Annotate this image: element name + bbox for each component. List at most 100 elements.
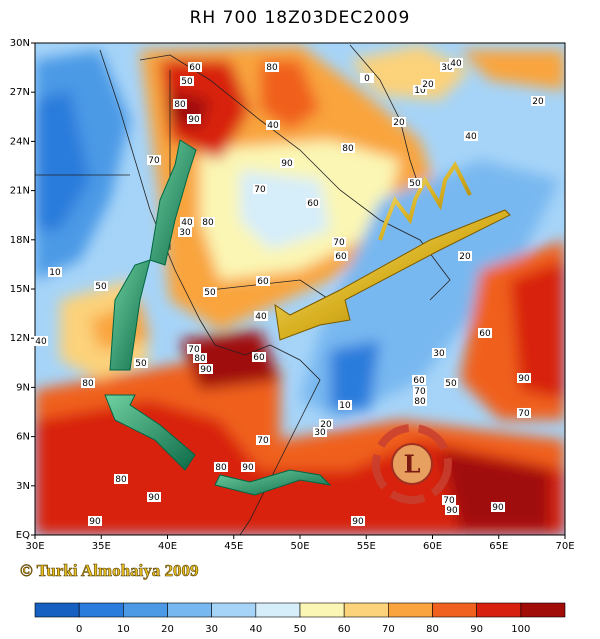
colorbar-tick-label: 10 [117,624,130,635]
contour-label: 80 [115,475,127,485]
colorbar-swatch [255,602,301,618]
contour-label-box [180,76,194,86]
contour-label-box [440,62,454,72]
contour-label-box [413,386,427,396]
contour-label-box [241,462,255,472]
contour-label: 80 [215,463,227,473]
rh-field [35,43,565,535]
low-label: L [404,450,421,479]
contour-label-box [338,400,352,410]
contour-label: 50 [135,359,147,369]
contour-label: 80 [202,218,214,228]
contour-label-box [187,114,201,124]
contour-label: 40 [255,312,267,322]
colorbar-tick-label: 90 [470,624,483,635]
contour-label-box [147,492,161,502]
colorbar-swatch [34,602,80,618]
contour-label: 50 [204,288,216,298]
contour-label: 80 [414,397,426,407]
contour-label-box [114,474,128,484]
lon-tick-label: 45E [224,541,243,552]
contour-label-box [334,251,348,261]
contour-label: 40 [181,218,193,228]
contour-label: 0 [364,74,370,84]
contour-label: 90 [200,365,212,375]
contour-label-box [193,353,207,363]
contour-label-box [478,328,492,338]
contour-label-box [252,352,266,362]
lon-tick-label: 30E [25,541,44,552]
contour-label: 40 [450,59,462,69]
map-title: RH 700 18Z03DEC2009 [190,8,411,28]
contour-label: 60 [257,277,269,287]
contour-label-box [201,217,215,227]
contour-label-box [444,378,458,388]
contour-label: 30 [179,228,191,238]
contour-label-box [178,227,192,237]
contour-label-box [253,184,267,194]
contour-label-box [491,502,505,512]
lon-tick-label: 55E [357,541,376,552]
lat-tick-label: 21N [10,186,30,197]
contour-label-box [351,516,365,526]
lat-tick-label: 30N [10,38,30,49]
contour-label-box [413,396,427,406]
colorbar-tick-label: 20 [161,624,174,635]
contour-label-box [147,155,161,165]
colorbar-tick-label: 60 [338,624,351,635]
contour-label: 80 [194,354,206,364]
contour-label-box [412,375,426,385]
contour-label: 90 [518,374,530,384]
contour-label-box [280,158,294,168]
contour-label: 80 [342,144,354,154]
contour-label: 50 [409,179,421,189]
lon-tick-label: 50E [290,541,309,552]
contour-label-box [48,267,62,277]
contour-label: 70 [148,156,160,166]
contour-label: 70 [414,387,426,397]
contour-label: 50 [95,282,107,292]
contour-label: 50 [445,379,457,389]
contour-label: 20 [459,252,471,262]
contour-label: 90 [89,517,101,527]
contour-label-box [265,62,279,72]
contour-label: 70 [254,185,266,195]
flow-arrows [104,139,511,496]
contour-label: 70 [333,238,345,248]
contour-label: 60 [253,353,265,363]
contour-label: 70 [518,409,530,419]
colorbar-tick-label: 30 [205,624,218,635]
contour-label-box [332,237,346,247]
contour-label: 50 [181,77,193,87]
credit: © Turki Almohaiya 2009 [20,561,199,580]
contour-label: 80 [174,100,186,110]
colorbar-swatch [299,602,345,618]
contour-label: 90 [188,115,200,125]
contour-label-box [256,276,270,286]
contour-label: 60 [335,252,347,262]
lat-tick-label: 6N [16,432,30,443]
contour-label: 10 [339,401,351,411]
contour-label: 70 [443,496,455,506]
contour-label-box [81,378,95,388]
contour-label-box [432,348,446,358]
contour-label-box [458,251,472,261]
contour-label-box [313,427,327,437]
lat-tick-label: 9N [16,382,30,393]
contour-label: 70 [257,436,269,446]
colorbar-tick-label: 100 [511,624,530,635]
contour-label-box [199,364,213,374]
contour-label-box [203,287,217,297]
contour-label-box [421,79,435,89]
contour-label-box [392,117,406,127]
colorbar-tick-label: 0 [76,624,82,635]
lon-tick-label: 60E [423,541,442,552]
contour-label: 90 [352,517,364,527]
contour-label: 40 [35,337,47,347]
contour-label: 80 [266,63,278,73]
lon-tick-label: 65E [489,541,508,552]
contour-label-box [256,435,270,445]
contour-label-box [517,408,531,418]
lat-tick-label: 15N [10,284,30,295]
